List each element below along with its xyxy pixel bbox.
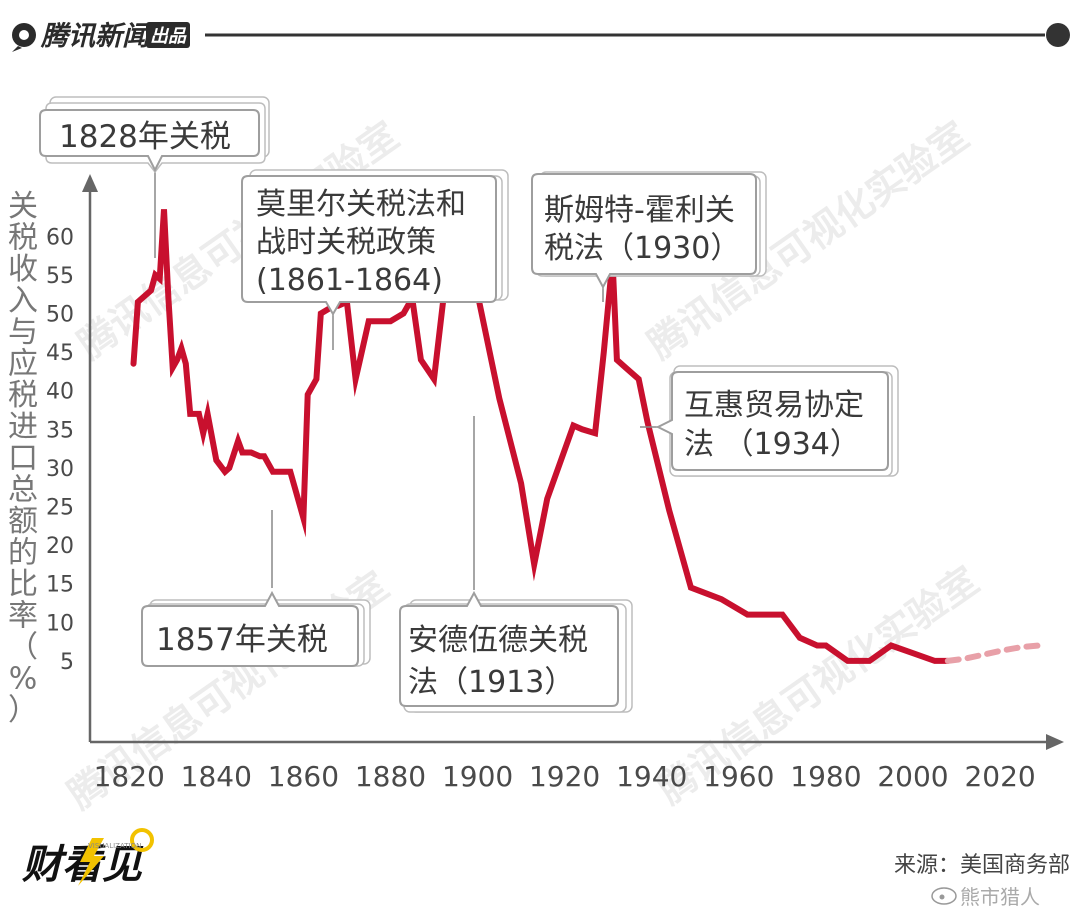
callout-1857: 1857年关税 [141, 510, 371, 667]
x-tick-1980: 1980 [790, 760, 861, 793]
series-line-tariff-ratio [130, 209, 951, 664]
x-tick-1840: 1840 [181, 760, 252, 793]
lightning-bolt-icon [78, 838, 104, 886]
y-tick-50: 50 [46, 303, 74, 328]
callout-smoot-hawley-line-2: 税法（1930） [544, 231, 740, 266]
callout-smoot-hawley-line-1: 斯姆特-霍利关 [544, 193, 735, 228]
header-badge-bg [146, 22, 190, 48]
x-tick-1920: 1920 [529, 760, 600, 793]
callout-smoot-hawley: 斯姆特-霍利关 税法（1930） [531, 171, 767, 302]
y-axis-arrow-icon [82, 174, 98, 192]
footer-logo-text: 财看见 [22, 842, 144, 888]
callout-1857-line-1: 1857年关税 [156, 622, 328, 658]
callout-1828-line-1: 1828年关税 [59, 119, 231, 155]
x-tick-1900: 1900 [442, 760, 513, 793]
source-note: 来源：美国商务部 [894, 853, 1070, 878]
y-tick-55: 55 [46, 264, 74, 289]
series-line-projection [944, 642, 1043, 664]
y-tick-labels: 5 10 15 20 25 30 35 40 45 50 55 60 [46, 225, 74, 675]
y-tick-60: 60 [46, 225, 74, 250]
y-tick-35: 35 [46, 418, 74, 443]
y-tick-45: 45 [46, 341, 74, 366]
weibo-watermark: 熊市猎人 [931, 885, 1040, 909]
y-tick-10: 10 [46, 611, 74, 636]
logo-orbit-icon [130, 828, 154, 852]
y-tick-20: 20 [46, 534, 74, 559]
header-brand: 腾讯新闻 [40, 21, 153, 52]
callout-underwood: 安德伍德关税 法（1913） [399, 416, 633, 713]
callout-underwood-line-1: 安德伍德关税 [408, 623, 588, 658]
caikanjian-logo: 财看见 VISUALIZATION [22, 828, 154, 888]
x-tick-2000: 2000 [877, 760, 948, 793]
y-tick-25: 25 [46, 496, 74, 521]
callout-reciprocal-line-1: 互惠贸易协定 [684, 388, 864, 423]
axes [82, 174, 1064, 750]
y-tick-5: 5 [60, 650, 74, 675]
callouts: 1828年关税 莫里尔关税法和 战时关税政策 (1861-1864) 斯姆特-霍… [39, 96, 899, 713]
x-tick-1880: 1880 [355, 760, 426, 793]
callout-morrill-line-2: 战时关税政策 [256, 225, 436, 260]
y-tick-30: 30 [46, 457, 74, 482]
y-axis-label: 关税收入与应税进口总额的比率（%） [8, 189, 38, 728]
weibo-icon [931, 887, 957, 905]
y-tick-40: 40 [46, 380, 74, 405]
callout-morrill-line-1: 莫里尔关税法和 [256, 187, 466, 222]
x-tick-1820: 1820 [94, 760, 165, 793]
callout-morrill: 莫里尔关税法和 战时关税政策 (1861-1864) [241, 169, 509, 350]
x-tick-labels: 1820 1840 1860 1880 1900 1920 1940 1960 1980 2000… [94, 760, 1036, 793]
footer: 财看见 VISUALIZATION 来源：美国商务部 熊市猎人 [22, 828, 1070, 909]
weibo-mark-text: 熊市猎人 [960, 885, 1040, 909]
callout-underwood-line-2: 法（1913） [408, 665, 574, 700]
x-tick-2020: 2020 [964, 760, 1035, 793]
callout-morrill-line-3: (1861-1864) [256, 263, 443, 298]
tencent-news-logo-icon [12, 23, 36, 52]
x-tick-1960: 1960 [703, 760, 774, 793]
callout-1828: 1828年关税 [39, 96, 270, 258]
header-rule-end-dot [1046, 23, 1070, 47]
footer-logo-sub: VISUALIZATION [88, 842, 141, 850]
x-tick-1860: 1860 [268, 760, 339, 793]
callout-reciprocal: 互惠贸易协定 法 （1934） [640, 365, 899, 477]
y-tick-15: 15 [46, 573, 74, 598]
x-axis-arrow-icon [1046, 734, 1064, 750]
header: 腾讯新闻 出品 [12, 21, 1070, 52]
header-badge: 出品 [150, 26, 187, 47]
callout-reciprocal-line-2: 法 （1934） [684, 427, 860, 462]
x-tick-1940: 1940 [616, 760, 687, 793]
